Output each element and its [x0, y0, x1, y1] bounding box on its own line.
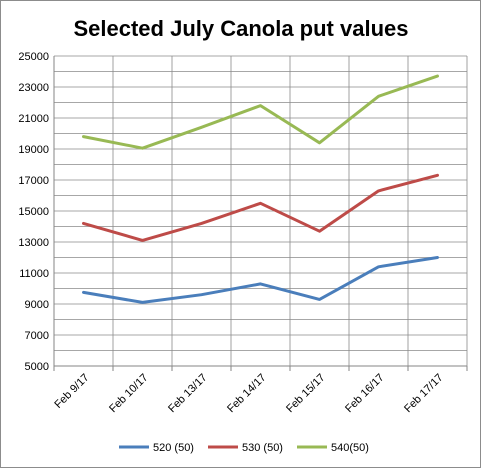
- chart-title: Selected July Canola put values: [73, 16, 408, 41]
- series-lines: [82, 74, 439, 304]
- x-tick-label: Feb 17/17: [402, 372, 446, 416]
- legend-label-1: 520 (50): [153, 442, 194, 454]
- y-tick-label: 21000: [18, 113, 49, 125]
- legend-label-3: 540(50): [331, 442, 369, 454]
- y-tick-label: 9000: [25, 299, 49, 311]
- y-tick-label: 5000: [25, 361, 49, 373]
- y-tick-label: 25000: [18, 51, 49, 63]
- y-tick-label: 23000: [18, 82, 49, 94]
- series-line-3: [82, 74, 439, 150]
- x-tick-label: Feb 9/17: [52, 372, 91, 411]
- grid-lines: [53, 55, 468, 367]
- y-axis-tick-labels: 5000 7000 9000 11000 13000 15000 17000 19000 210…: [18, 51, 49, 373]
- y-tick-label: 11000: [19, 268, 49, 280]
- legend-label-2: 530 (50): [242, 442, 283, 454]
- series-line-2: [82, 173, 439, 242]
- x-tick-label: Feb 15/17: [284, 372, 328, 416]
- x-tick-label: Feb 16/17: [343, 372, 387, 416]
- legend: 520 (50) 530 (50) 540(50): [119, 442, 369, 454]
- x-tick-label: Feb 10/17: [107, 372, 151, 416]
- y-tick-label: 19000: [18, 144, 49, 156]
- y-tick-label: 15000: [18, 206, 49, 218]
- y-tick-label: 7000: [25, 330, 49, 342]
- axes: [53, 56, 468, 371]
- x-tick-label: Feb 14/17: [225, 372, 269, 416]
- x-axis-tick-labels: Feb 9/17 Feb 10/17 Feb 13/17 Feb 14/17 Feb 1…: [52, 372, 445, 416]
- x-tick-label: Feb 13/17: [166, 372, 210, 416]
- series-line-1: [82, 256, 439, 304]
- y-tick-label: 13000: [18, 237, 49, 249]
- y-tick-label: 17000: [18, 175, 49, 187]
